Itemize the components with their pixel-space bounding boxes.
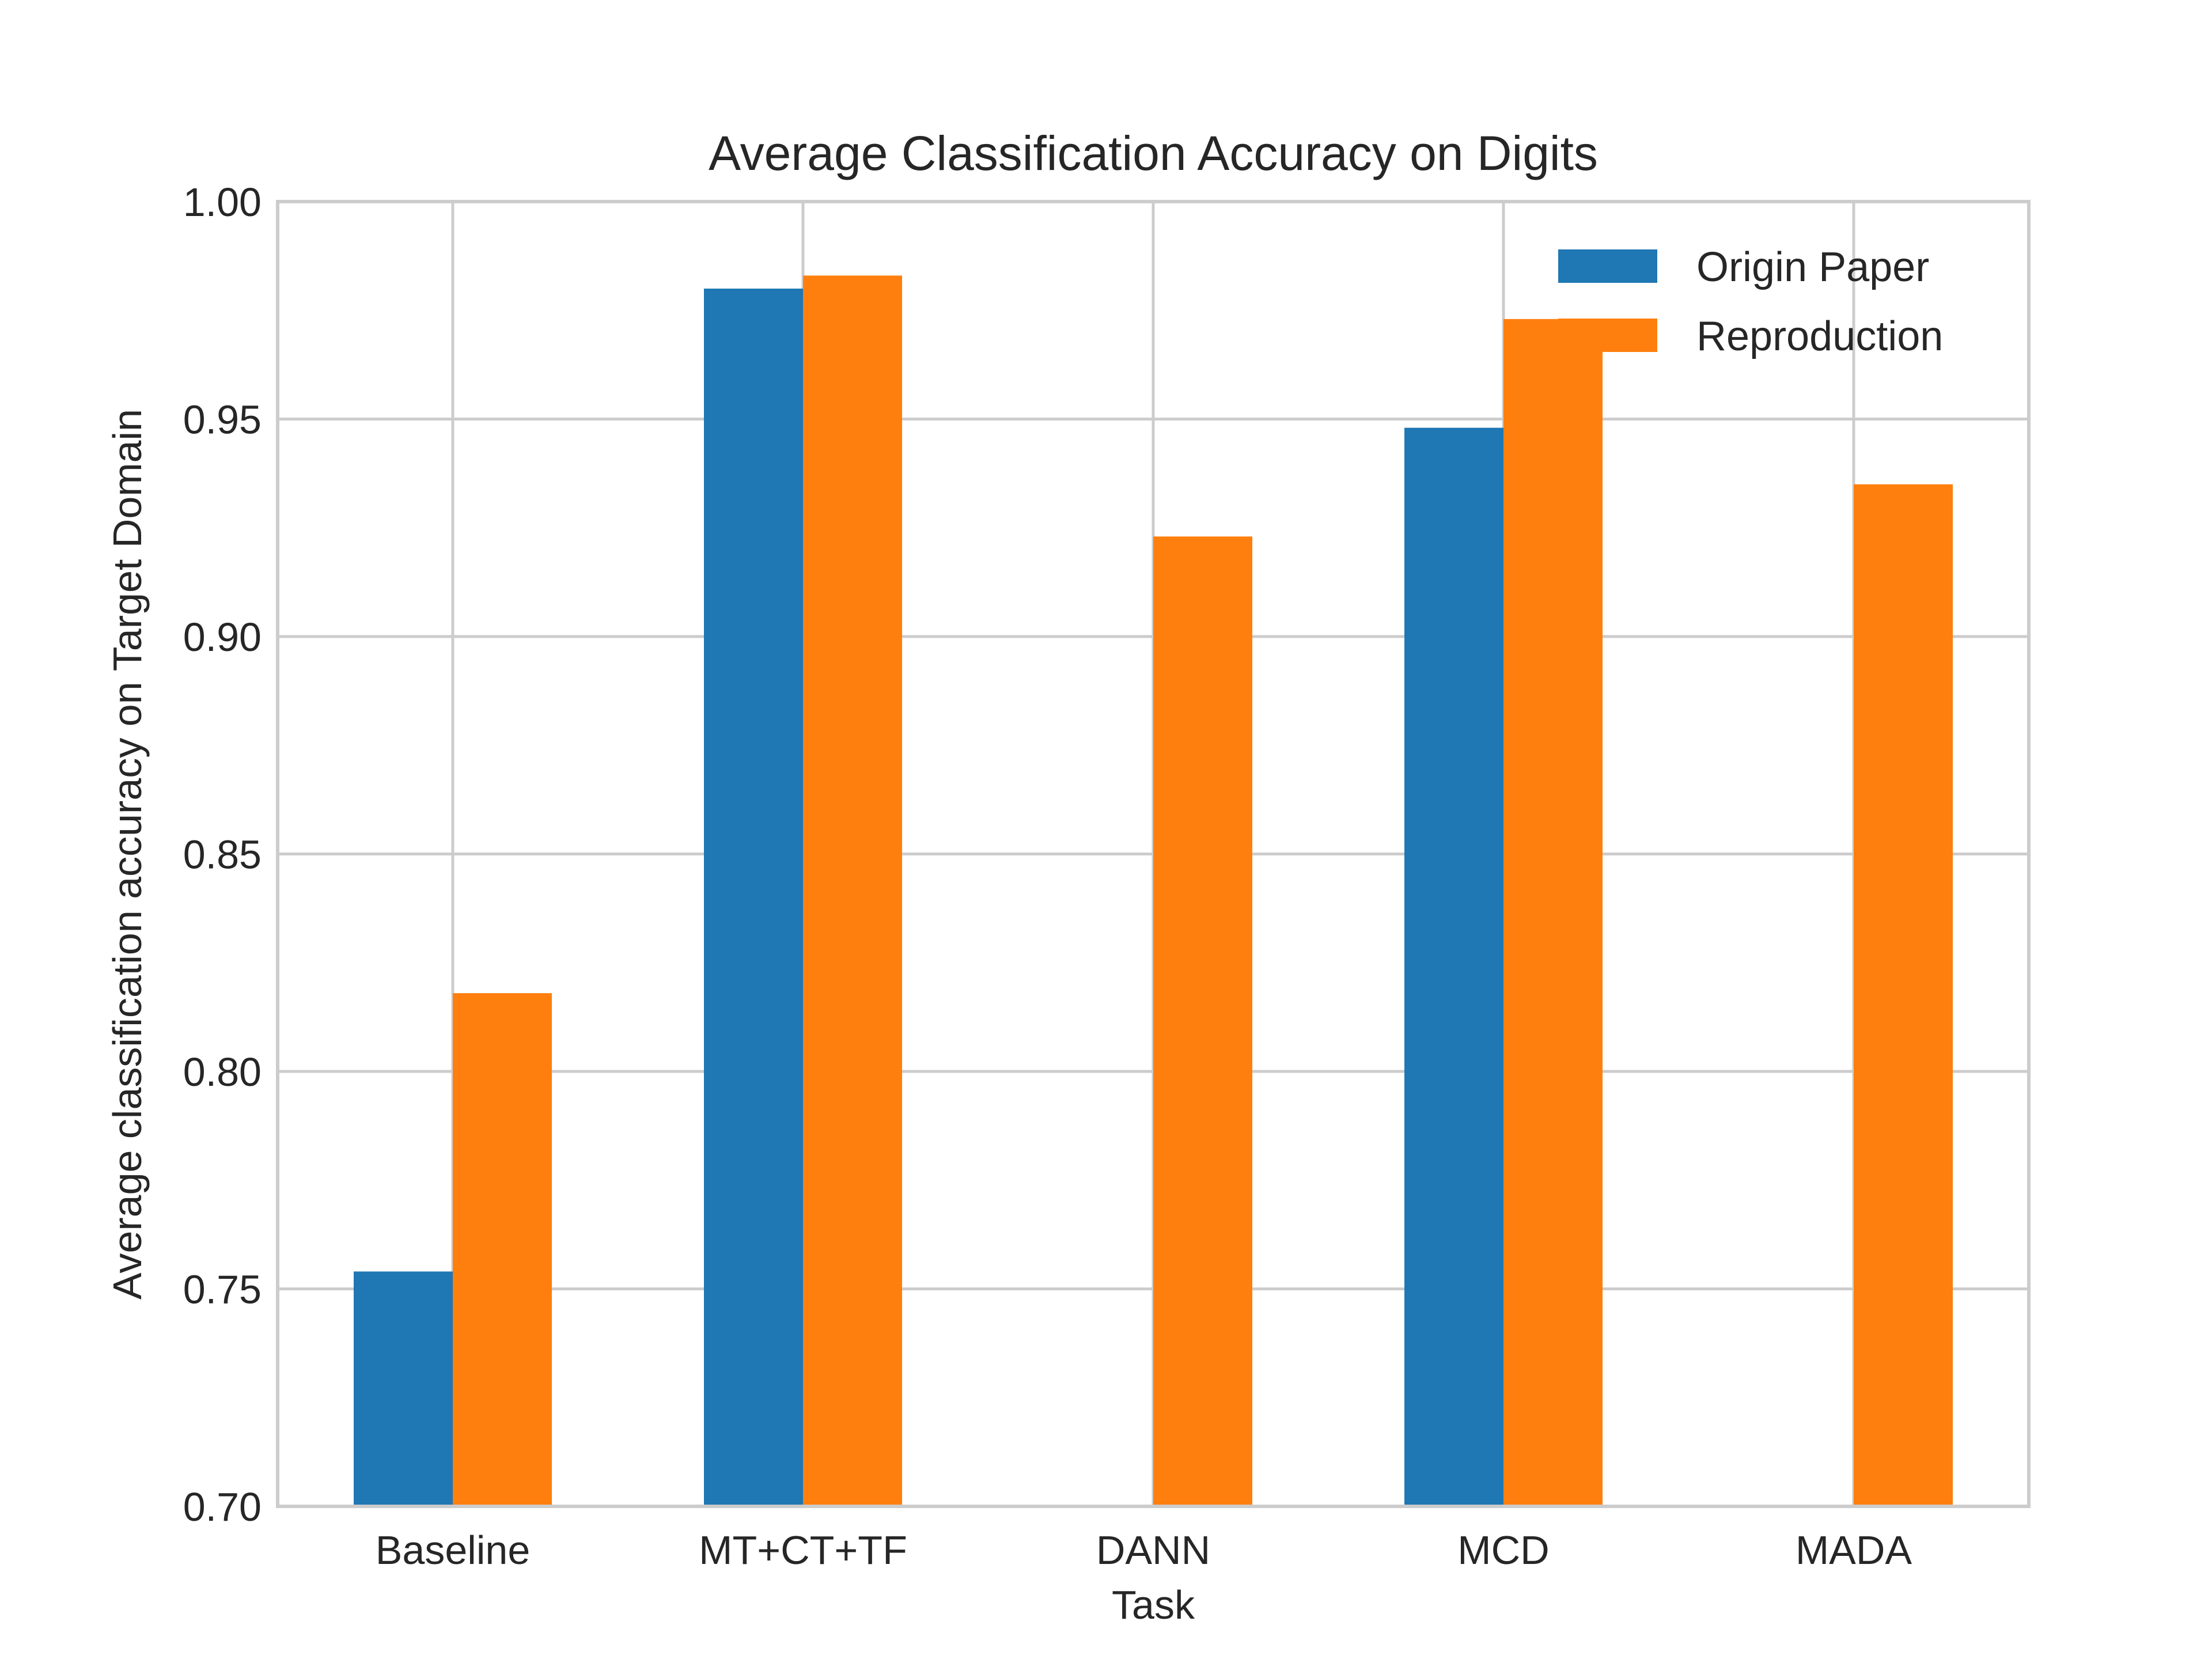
y-tick-label: 1.00 [183,180,262,225]
y-tick-label: 0.90 [183,615,262,660]
x-tick-label: DANN [1096,1528,1210,1573]
y-tick-label: 0.75 [183,1267,262,1312]
chart-title: Average Classification Accuracy on Digit… [709,126,1598,180]
bar-origin-paper-mcd [1404,427,1503,1506]
bar-reproduction-dann [1153,536,1252,1506]
y-axis-label: Average classification accuracy on Targe… [105,409,150,1300]
bar-reproduction-mcd [1503,319,1603,1506]
plot-frame [276,200,2031,1508]
legend-label-origin-paper: Origin Paper [1696,244,1929,290]
y-tick-label: 0.80 [183,1050,262,1094]
x-tick-label: Baseline [376,1528,531,1573]
bar-origin-paper-baseline [354,1271,453,1506]
bar-reproduction-mt-ct-tf [803,275,902,1506]
bars [354,275,1953,1506]
y-tick-label: 0.70 [183,1484,262,1529]
y-tick-labels: 0.70 0.75 0.80 0.85 0.90 0.95 1.00 [183,180,262,1529]
y-tick-label: 0.85 [183,832,262,877]
bar-reproduction-mada [1854,484,1953,1506]
x-axis-label: Task [1112,1582,1195,1627]
bar-origin-paper-mt-ct-tf [704,289,803,1506]
legend-swatch-reproduction [1558,319,1657,352]
legend-swatch-origin-paper [1558,249,1657,283]
bar-reproduction-baseline [453,993,552,1506]
x-tick-label: MCD [1457,1528,1549,1573]
x-tick-label: MADA [1796,1528,1912,1573]
x-tick-label: MT+CT+TF [699,1528,907,1573]
legend-label-reproduction: Reproduction [1696,313,1943,359]
x-tick-labels: Baseline MT+CT+TF DANN MCD MADA [376,1528,1912,1573]
legend: Origin Paper Reproduction [1558,244,1943,359]
y-tick-label: 0.95 [183,397,262,442]
